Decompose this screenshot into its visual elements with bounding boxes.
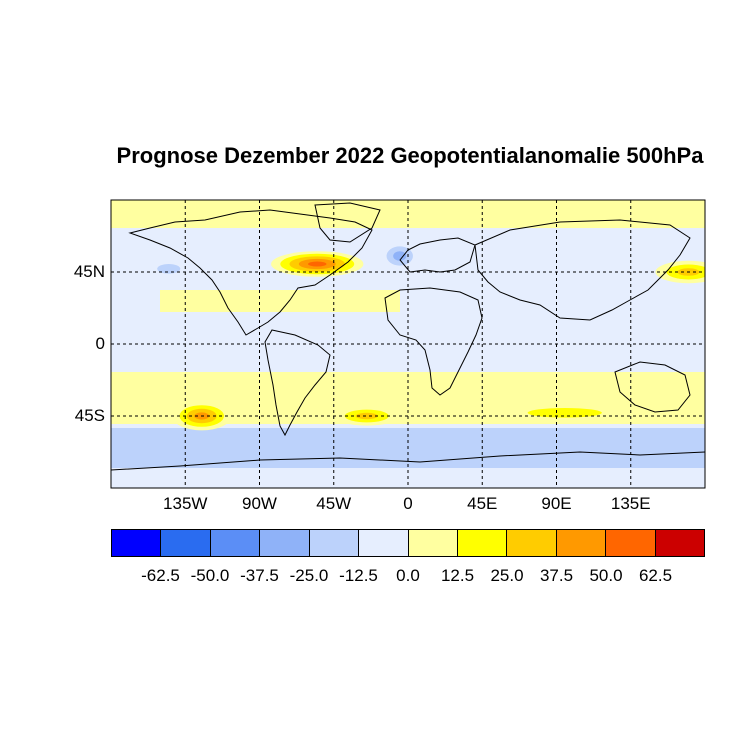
longitude-label: 135W bbox=[163, 494, 208, 513]
asia-coast bbox=[474, 219, 691, 321]
colorbar-swatch bbox=[112, 530, 162, 556]
longitude-label: 90W bbox=[242, 494, 277, 513]
south-atlantic-high-contour bbox=[355, 412, 378, 420]
colorbar-tick-label: 12.5 bbox=[440, 566, 475, 585]
north-atlantic-low-contour bbox=[393, 251, 407, 261]
north-pacific-low-contour bbox=[157, 264, 181, 274]
colorbar-swatch bbox=[161, 530, 211, 556]
australia-coast bbox=[614, 361, 691, 413]
colorbar-tick-label: -25.0 bbox=[289, 566, 329, 585]
colorbar-swatch bbox=[556, 530, 607, 556]
latitude-label: 45N bbox=[73, 262, 105, 281]
colorbar bbox=[111, 529, 705, 557]
longitude-label: 45E bbox=[467, 494, 498, 513]
africa-coast bbox=[384, 287, 483, 396]
colorbar-swatch bbox=[260, 530, 310, 556]
colorbar-tick-label: 50.0 bbox=[589, 566, 623, 585]
colorbar-tick-label: -12.5 bbox=[339, 566, 378, 585]
colorbar-swatch bbox=[457, 530, 508, 556]
longitude-label: 45W bbox=[316, 494, 352, 513]
colorbar-tick-label: 37.5 bbox=[539, 566, 574, 585]
colorbar-tick-label: 0.0 bbox=[396, 566, 420, 585]
colorbar-tick-label: -50.0 bbox=[190, 566, 230, 585]
colorbar-tick-label: -37.5 bbox=[240, 566, 279, 585]
northeast-canada-high-contour bbox=[308, 261, 327, 267]
colorbar-swatch bbox=[210, 530, 261, 556]
antarctica-coast bbox=[111, 451, 705, 471]
europe-coast bbox=[399, 237, 476, 273]
colorbar-swatch bbox=[655, 530, 705, 556]
colorbar-tick-label: 25.0 bbox=[490, 566, 524, 585]
colorbar-tick-label: 62.5 bbox=[638, 566, 673, 585]
south-america-coast bbox=[264, 329, 331, 437]
longitude-label: 0 bbox=[403, 494, 413, 513]
longitude-label: 135E bbox=[610, 494, 651, 513]
colorbar-tick-label: -62.5 bbox=[141, 566, 180, 585]
subtropical-positive-band bbox=[160, 290, 400, 312]
latitude-label: 0 bbox=[95, 334, 105, 353]
map-title: Prognose Dezember 2022 Geopotentialanoma… bbox=[116, 143, 704, 168]
colorbar-swatch bbox=[309, 530, 360, 556]
colorbar-swatch bbox=[408, 530, 458, 556]
south-indian-high-contour bbox=[527, 408, 602, 418]
map-frame bbox=[110, 199, 706, 489]
north-america-coast bbox=[128, 209, 373, 336]
colorbar-swatch bbox=[359, 530, 409, 556]
colorbar-swatch bbox=[507, 530, 557, 556]
colorbar-swatch bbox=[606, 530, 656, 556]
latitude-label: 45S bbox=[74, 406, 105, 425]
greenland-coast bbox=[314, 202, 381, 243]
longitude-label: 90E bbox=[541, 494, 572, 513]
